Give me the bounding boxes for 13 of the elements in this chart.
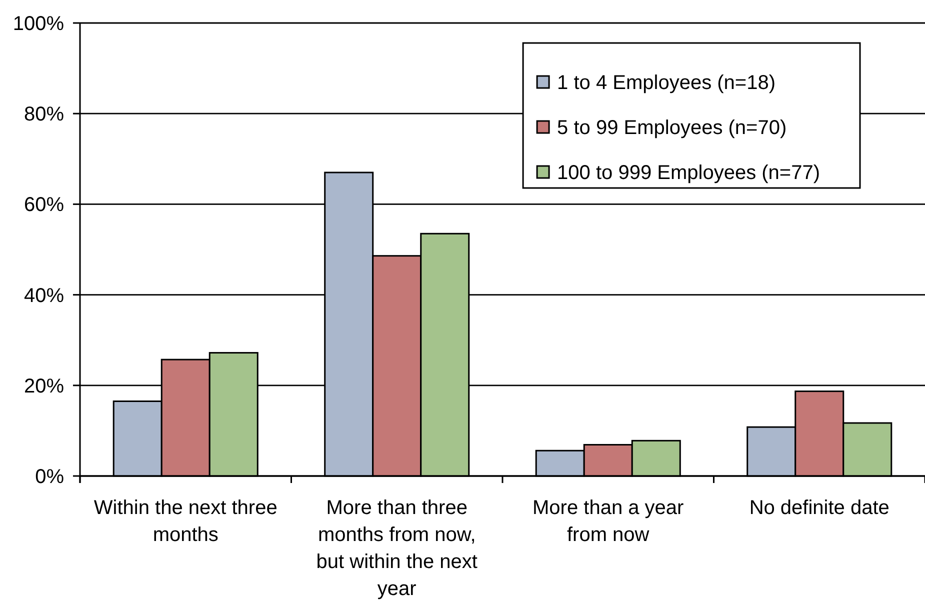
legend-label: 1 to 4 Employees (n=18)	[557, 72, 776, 94]
x-tick-label: More than a year from now	[532, 497, 684, 546]
legend-label: 100 to 999 Employees (n=77)	[557, 162, 820, 184]
y-tick-label: 20%	[24, 375, 64, 398]
y-tick-label: 80%	[24, 104, 64, 126]
x-tick-label: More than three months from now, but within the next year	[316, 497, 478, 600]
x-tick-label: Within the next three months	[94, 497, 278, 546]
y-tick-label: 0%	[35, 466, 64, 488]
x-tick-label: No definite date	[749, 497, 890, 519]
legend-label: 5 to 99 Employees (n=70)	[557, 117, 787, 139]
y-tick-label: 60%	[24, 194, 64, 216]
y-tick-label: 100%	[12, 13, 64, 35]
y-tick-label: 40%	[24, 284, 64, 307]
